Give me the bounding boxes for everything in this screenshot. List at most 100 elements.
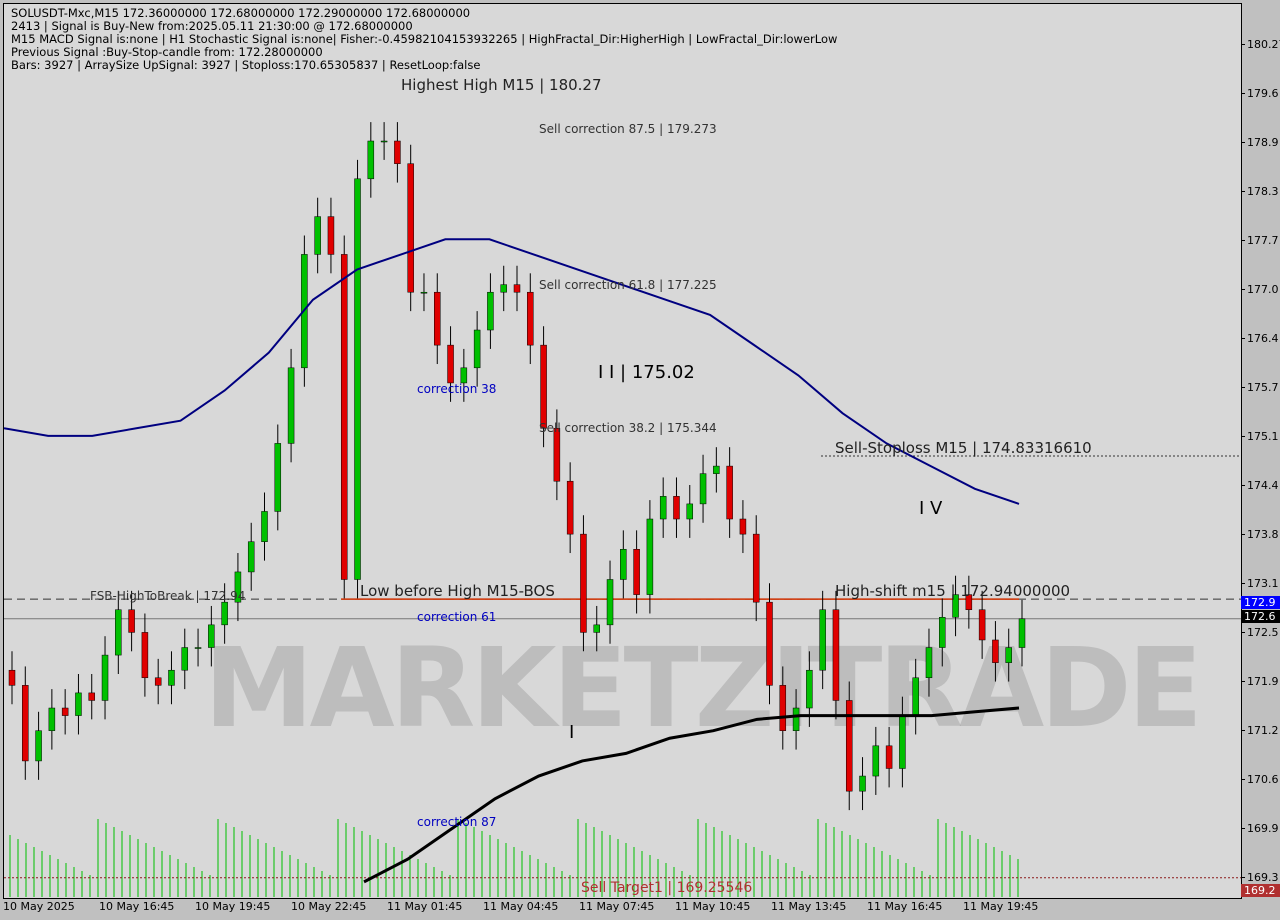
candle-bullish bbox=[792, 707, 800, 731]
candle-bullish bbox=[234, 571, 242, 603]
y-tick-label: 178.9 bbox=[1247, 136, 1279, 149]
candle-bearish bbox=[978, 609, 986, 641]
sell-correction-875-label: Sell correction 87.5 | 179.273 bbox=[539, 122, 717, 136]
x-tick-label: 11 May 04:45 bbox=[483, 900, 559, 913]
x-tick-label: 11 May 07:45 bbox=[579, 900, 655, 913]
y-tick-mark bbox=[1241, 436, 1245, 437]
candle-bullish bbox=[168, 669, 175, 686]
candle-bullish bbox=[247, 541, 255, 573]
candle-bullish bbox=[75, 692, 82, 716]
wave-iv-label: I V bbox=[919, 498, 943, 519]
candle-bullish bbox=[593, 624, 600, 633]
y-tick-mark bbox=[1241, 191, 1245, 192]
candle-bearish bbox=[992, 639, 999, 663]
candle-bullish bbox=[101, 654, 109, 701]
candle-bearish bbox=[154, 677, 162, 686]
candle-bullish bbox=[181, 647, 189, 671]
candle-bearish bbox=[513, 284, 521, 293]
y-tick-label: 177.7 bbox=[1247, 234, 1279, 247]
candle-bearish bbox=[766, 601, 773, 686]
candle-bullish bbox=[925, 647, 933, 679]
y-tick-label: 173.1 bbox=[1247, 577, 1279, 590]
y-tick-mark bbox=[1241, 632, 1245, 633]
candle-bullish bbox=[1005, 647, 1012, 663]
y-tick-mark bbox=[1241, 240, 1245, 241]
y-tick-mark bbox=[1241, 534, 1245, 535]
moving-average-black bbox=[363, 706, 1020, 884]
x-tick-label: 10 May 19:45 bbox=[195, 900, 271, 913]
candle-bearish bbox=[394, 140, 401, 164]
candle-bullish bbox=[806, 669, 813, 709]
candle-bullish bbox=[208, 624, 215, 648]
candle-bearish bbox=[553, 428, 561, 482]
candle-bullish bbox=[420, 291, 428, 294]
candle-bullish bbox=[686, 503, 694, 520]
y-tick-mark bbox=[1241, 877, 1245, 878]
candle-bullish bbox=[939, 617, 946, 648]
x-tick-label: 11 May 16:45 bbox=[867, 900, 943, 913]
y-tick-mark bbox=[1241, 583, 1245, 584]
candle-bearish bbox=[540, 344, 547, 429]
candle-bullish bbox=[473, 329, 481, 369]
candle-bullish bbox=[367, 140, 375, 180]
y-tick-label: 175.7 bbox=[1247, 381, 1279, 394]
candle-bearish bbox=[128, 609, 135, 633]
candle-bullish bbox=[699, 473, 707, 505]
candle-bullish bbox=[194, 647, 202, 649]
candle-bearish bbox=[739, 518, 747, 535]
x-tick-label: 11 May 01:45 bbox=[387, 900, 463, 913]
candle-bullish bbox=[460, 367, 468, 384]
candle-bullish bbox=[221, 601, 228, 626]
high-shift-label: High-shift m15 | 172.94000000 bbox=[835, 582, 1071, 600]
candle-bullish bbox=[287, 367, 295, 444]
candle-bullish bbox=[620, 549, 627, 580]
candle-bearish bbox=[885, 745, 893, 769]
candle-bullish bbox=[872, 745, 880, 777]
candle-bearish bbox=[88, 692, 95, 701]
sell-correction-618-label: Sell correction 61.8 | 177.225 bbox=[539, 278, 717, 292]
candle-bullish bbox=[859, 775, 866, 792]
y-tick-label: 169.3 bbox=[1247, 871, 1279, 884]
sell-target-label: Sell Target1 | 169.25546 bbox=[581, 880, 753, 896]
candle-bearish bbox=[832, 609, 840, 701]
y-tick-label: 170.6 bbox=[1247, 773, 1279, 786]
y-tick-mark bbox=[1241, 485, 1245, 486]
y-tick-mark bbox=[1241, 44, 1245, 45]
y-tick-label: 177.0 bbox=[1247, 283, 1279, 296]
y-tick-label: 173.8 bbox=[1247, 528, 1279, 541]
moving-average-blue bbox=[4, 238, 1020, 505]
candle-bullish bbox=[912, 677, 919, 716]
candle-bullish bbox=[952, 594, 959, 618]
y-tick-label: 179.6 bbox=[1247, 87, 1279, 100]
sell-correction-382-label: Sell correction 38.2 | 175.344 bbox=[539, 421, 717, 435]
candle-bearish bbox=[327, 216, 335, 255]
candle-bullish bbox=[48, 707, 56, 731]
candle-bullish bbox=[115, 609, 122, 656]
current-price-tag: 172.6 bbox=[1241, 610, 1280, 623]
candle-bearish bbox=[633, 549, 640, 595]
info-line-1: SOLUSDT-Mxc,M15 172.36000000 172.6800000… bbox=[11, 6, 471, 20]
y-tick-mark bbox=[1241, 142, 1245, 143]
y-tick-label: 174.4 bbox=[1247, 479, 1279, 492]
chart-plot-area[interactable]: MARKETZITRADE SOLUSDT-Mxc,M15 172.360000… bbox=[3, 3, 1242, 899]
candle-bullish bbox=[487, 291, 494, 331]
watermark-logo: MARKETZITRADE bbox=[204, 624, 1203, 752]
candle-bearish bbox=[779, 685, 787, 731]
wave-i-label: I bbox=[569, 722, 575, 743]
y-tick-mark bbox=[1241, 93, 1245, 94]
y-tick-mark bbox=[1241, 387, 1245, 388]
candle-bearish bbox=[580, 533, 587, 633]
low-before-high-label: Low before High M15-BOS bbox=[360, 582, 555, 600]
candle-bearish bbox=[566, 480, 574, 535]
info-line-2: 2413 | Signal is Buy-New from:2025.05.11… bbox=[11, 19, 413, 33]
candle-bullish bbox=[35, 730, 42, 762]
y-tick-label: 169.9 bbox=[1247, 822, 1279, 835]
candle-bullish bbox=[713, 465, 720, 474]
candle-bearish bbox=[22, 685, 29, 762]
candle-bearish bbox=[673, 496, 680, 520]
y-tick-label: 175.1 bbox=[1247, 430, 1279, 443]
x-tick-label: 11 May 10:45 bbox=[675, 900, 751, 913]
x-tick-label: 10 May 22:45 bbox=[291, 900, 367, 913]
y-tick-label: 178.3 bbox=[1247, 185, 1279, 198]
candle-bullish bbox=[659, 496, 667, 520]
